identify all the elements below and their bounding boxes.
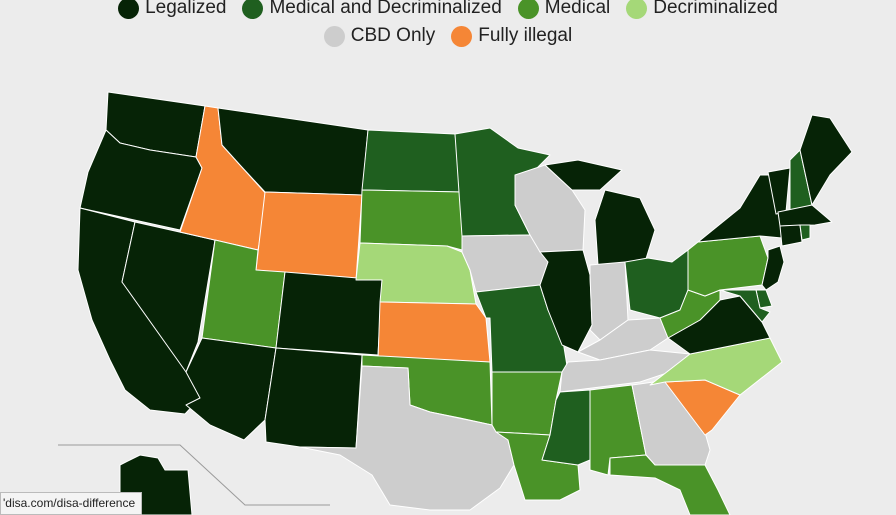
legend-label: Medical and Decriminalized: [269, 0, 502, 18]
legend-label: Fully illegal: [478, 25, 573, 46]
legend-item-medical-decriminalized[interactable]: Medical and Decriminalized: [242, 0, 502, 20]
legend-swatch: [517, 0, 539, 19]
state-ks[interactable]: [377, 301, 491, 363]
state-pa[interactable]: [687, 235, 769, 297]
state-me[interactable]: [799, 114, 853, 206]
state-wy[interactable]: [255, 191, 363, 281]
state-nm[interactable]: [264, 347, 363, 449]
legend-swatch: [323, 25, 345, 47]
link-url-tooltip: 'disa.com/disa-difference: [0, 492, 143, 515]
state-nd[interactable]: [361, 129, 463, 193]
border-line: [58, 444, 330, 506]
state-co[interactable]: [275, 271, 383, 356]
legend-swatch: [118, 0, 140, 19]
legend-label: Medical: [544, 0, 611, 18]
state-nj[interactable]: [761, 245, 785, 291]
state-sd[interactable]: [359, 189, 463, 251]
state-in[interactable]: [589, 261, 629, 341]
state-ny[interactable]: [697, 174, 783, 243]
legend-swatch: [626, 0, 648, 19]
legend-swatch: [451, 25, 473, 47]
state-az[interactable]: [185, 337, 277, 441]
state-il[interactable]: [539, 249, 593, 353]
legend-item-fully-illegal[interactable]: Fully illegal: [451, 24, 572, 48]
legend-item-cbd-only[interactable]: CBD Only: [323, 24, 436, 48]
state-oh[interactable]: [624, 249, 689, 319]
legend-label: Decriminalized: [653, 0, 778, 18]
legend-label: CBD Only: [350, 25, 436, 46]
state-ma[interactable]: [777, 204, 833, 227]
state-ct[interactable]: [779, 224, 803, 247]
legend-item-decriminalized[interactable]: Decriminalized: [626, 0, 778, 20]
legend-label: Legalized: [145, 0, 227, 18]
map-legend: Legalized Medical and Decriminalized Med…: [0, 0, 896, 48]
state-ri[interactable]: [799, 224, 811, 241]
url-text: 'disa.com/disa-difference: [3, 496, 136, 510]
state-fl[interactable]: [609, 454, 731, 515]
legend-swatch: [242, 0, 264, 19]
legend-item-legalized[interactable]: Legalized: [118, 0, 226, 20]
state-md[interactable]: [719, 289, 771, 323]
state-tx[interactable]: [299, 365, 515, 511]
legend-item-medical[interactable]: Medical: [517, 0, 611, 20]
